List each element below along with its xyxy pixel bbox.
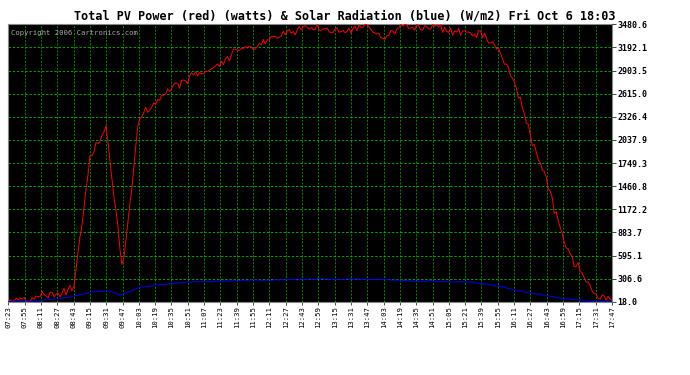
Text: Copyright 2006 Cartronics.com: Copyright 2006 Cartronics.com [11, 30, 138, 36]
Text: Total PV Power (red) (watts) & Solar Radiation (blue) (W/m2) Fri Oct 6 18:03: Total PV Power (red) (watts) & Solar Rad… [75, 9, 615, 22]
